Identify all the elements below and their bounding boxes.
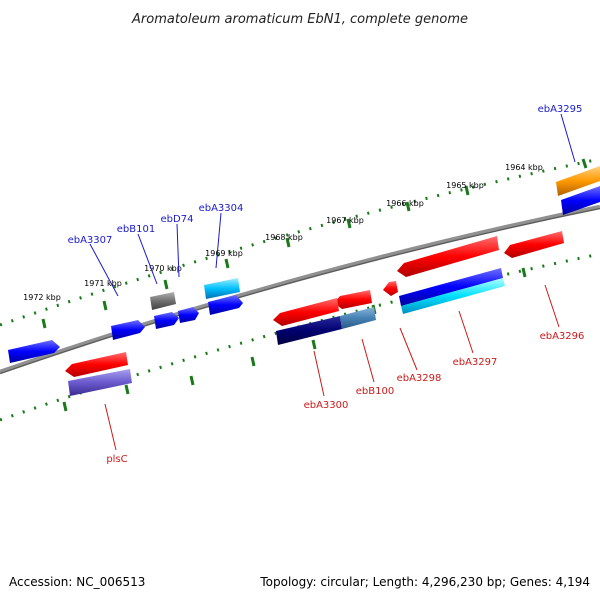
kbp-label: 1970 kbp: [144, 264, 182, 273]
genome-backbone-shadow: [0, 207, 600, 375]
gene-ebA3297[interactable]: [399, 268, 503, 306]
accession-text: Accession: NC_006513: [9, 575, 145, 589]
gene-label-ebA3296: ebA3296: [540, 331, 585, 342]
gene-blue-1972[interactable]: [8, 340, 60, 363]
gene-ebA3307[interactable]: [111, 320, 145, 340]
gene-red-1966[interactable]: [397, 236, 499, 277]
kbp-label: 1971 kbp: [84, 279, 122, 288]
gene-label-ebD74: ebD74: [161, 214, 194, 225]
gene-label-ebA3298: ebA3298: [397, 373, 442, 384]
gene-blue-1964[interactable]: [561, 186, 600, 215]
kbp-label: 1965 kbp: [446, 181, 484, 190]
gene-navy-1967[interactable]: [276, 316, 342, 345]
gene-label-plsC: plsC: [106, 454, 127, 465]
forward-leaders: [89, 113, 576, 297]
genome-summary: Topology: circular; Length: 4,296,230 bp…: [259, 575, 590, 589]
reverse-leaders: [104, 284, 560, 451]
gene-ebA3300[interactable]: [273, 298, 339, 326]
gene-ebA3295[interactable]: [556, 166, 600, 196]
kbp-label: 1972 kbp: [23, 293, 61, 302]
gene-label-ebA3295: ebA3295: [538, 104, 583, 115]
genome-backbone: [0, 204, 600, 375]
reverse-genes: [65, 231, 564, 396]
major-ticks: [41, 158, 588, 329]
gene-label-ebA3307: ebA3307: [68, 235, 113, 246]
gene-plsC[interactable]: [65, 352, 128, 377]
gene-purple-1971[interactable]: [68, 369, 132, 396]
forward-genes: [8, 166, 600, 363]
kbp-label: 1968 kbp: [265, 233, 303, 242]
gene-ebA3296[interactable]: [504, 231, 564, 258]
gene-steel-1967[interactable]: [340, 307, 376, 329]
gene-ebA3298[interactable]: [383, 281, 398, 296]
gene-label-ebB100: ebB100: [356, 386, 394, 397]
gene-blue-1970[interactable]: [178, 307, 199, 323]
gene-label-ebA3300: ebA3300: [304, 400, 349, 411]
gene-ebB100[interactable]: [334, 290, 372, 309]
gene-label-ebA3304: ebA3304: [199, 203, 244, 214]
kbp-label: 1964 kbp: [505, 163, 543, 172]
gene-label-ebA3297: ebA3297: [453, 357, 498, 368]
gene-label-ebB101: ebB101: [117, 224, 155, 235]
gene-cyan-1966[interactable]: [401, 278, 505, 314]
map-title: Aromatoleum aromaticum EbN1, complete ge…: [131, 12, 468, 27]
gene-ebB101[interactable]: [150, 292, 176, 310]
gene-ebD74[interactable]: [154, 312, 179, 329]
kbp-label: 1967 kbp: [326, 216, 364, 225]
gene-blue-1969[interactable]: [208, 295, 243, 315]
kbp-label: 1969 kbp: [205, 249, 243, 258]
gene-ebA3304[interactable]: [204, 278, 240, 299]
kbp-label: 1966 kbp: [386, 199, 424, 208]
